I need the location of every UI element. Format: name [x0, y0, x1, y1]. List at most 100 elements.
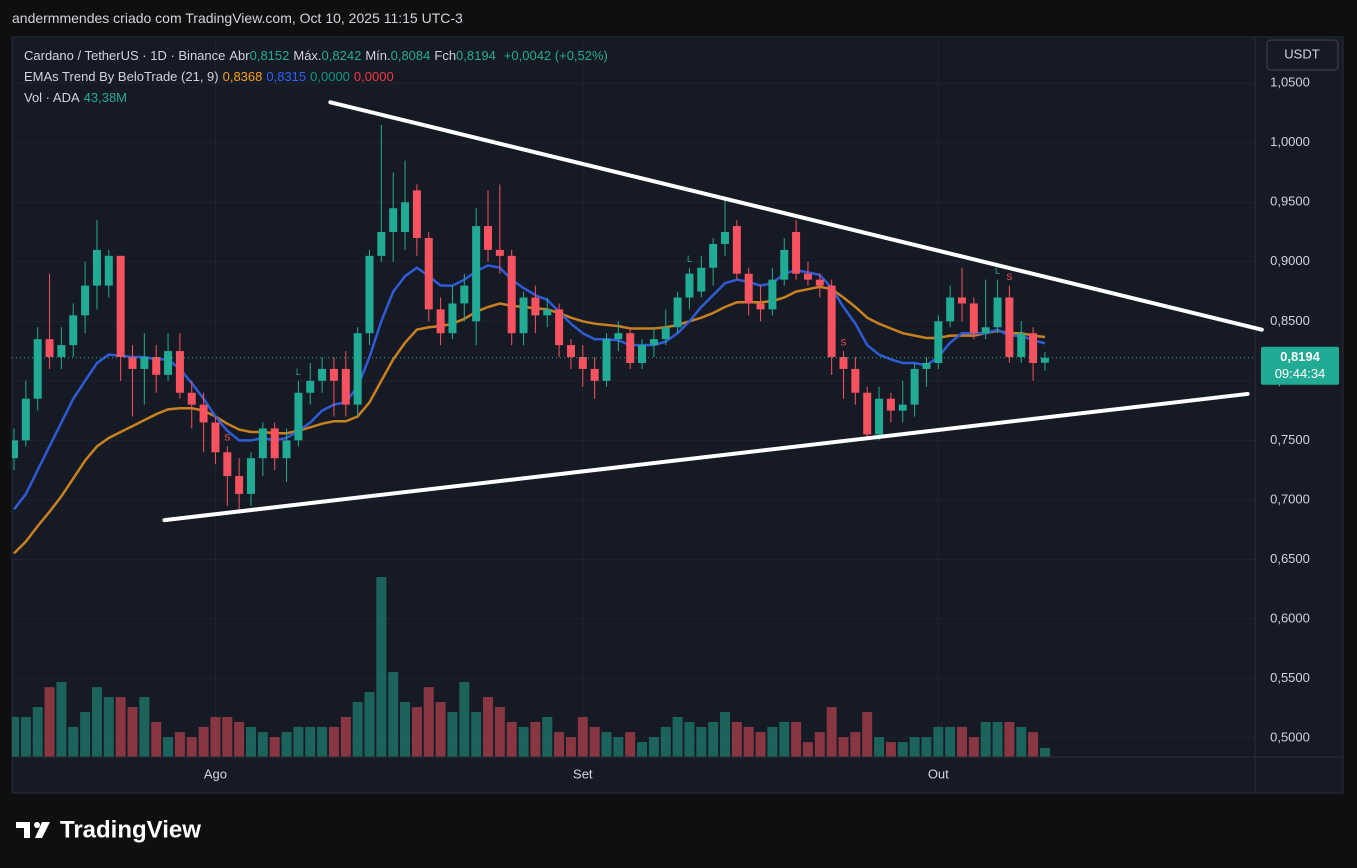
ema-line — [13, 264, 1046, 511]
candle-body — [946, 297, 955, 322]
candle-body — [507, 255, 516, 334]
volume-bar — [257, 732, 268, 757]
ohlc-value: 0,8194 — [456, 48, 496, 63]
candle-body — [247, 458, 255, 494]
ohlc-key: Fch — [434, 48, 457, 63]
y-tick-label: 0,5000 — [1270, 729, 1310, 744]
signal-label: L — [687, 254, 692, 264]
volume-bar — [494, 707, 505, 757]
volume-bar — [933, 726, 944, 757]
candle-body — [1040, 357, 1049, 363]
candle-body — [673, 297, 682, 328]
candle-body — [318, 368, 327, 381]
volume-bar — [601, 732, 612, 757]
candle-body — [69, 315, 78, 346]
candle-body — [140, 357, 149, 369]
volume-bar — [613, 737, 624, 757]
volume-bar — [968, 737, 979, 757]
volume-bar — [814, 732, 825, 757]
volume-bar — [269, 737, 280, 757]
candle-body — [12, 440, 18, 459]
volume-bar — [980, 721, 991, 757]
volume-bar — [554, 732, 565, 757]
volume-bar — [198, 726, 209, 757]
volume-bar — [281, 732, 292, 757]
candle-body — [590, 368, 599, 381]
ohlc-value: 0,8152 — [249, 48, 290, 63]
candle-body — [164, 351, 173, 375]
candle-body — [436, 309, 445, 334]
candle-body — [341, 368, 350, 405]
candle-body — [649, 339, 658, 346]
candle-body — [223, 452, 232, 477]
candle-body — [555, 309, 564, 346]
x-tick-label: Set — [573, 766, 593, 781]
indicator-value: 0,0000 — [310, 69, 350, 84]
candle-body — [839, 357, 848, 369]
volume-bar — [222, 716, 233, 757]
candle-body — [92, 249, 101, 286]
volume-bar — [1016, 726, 1027, 757]
volume-bar — [328, 726, 339, 757]
candle-body — [827, 285, 836, 358]
volume-bar — [1004, 721, 1015, 757]
indicator-value: 0,0000 — [353, 69, 394, 84]
candle-body — [484, 226, 492, 250]
indicator-name: EMAs Trend By BeloTrade (21, 9) — [24, 69, 219, 84]
currency-button[interactable] — [1266, 39, 1339, 71]
volume-bar — [720, 712, 730, 757]
candle-body — [21, 398, 30, 441]
candle-body — [922, 362, 931, 369]
volume-bar — [364, 692, 375, 757]
signal-label: S — [1006, 272, 1012, 282]
ema-line — [13, 285, 1046, 555]
volume-bar — [708, 721, 719, 757]
volume-bar — [234, 721, 245, 757]
volume-bar — [1039, 748, 1050, 757]
candle-body — [377, 232, 386, 256]
indicator-value: 0,8368 — [222, 69, 263, 84]
candle-body — [306, 380, 315, 393]
candle-body — [365, 255, 374, 334]
legend-symbol-row: Cardano / TetherUS · 1D · Binance Abr0,81… — [24, 45, 612, 66]
candle-body — [578, 357, 587, 369]
candle-body — [401, 202, 410, 233]
candle-body — [875, 398, 884, 435]
volume-bar — [672, 716, 683, 757]
candle-body — [519, 297, 528, 334]
volume-bar — [352, 702, 363, 757]
volume-bar — [838, 737, 849, 757]
candle-body — [270, 428, 279, 459]
volume-bar — [826, 707, 837, 757]
volume-bar — [862, 712, 873, 757]
y-tick-label: 0,9500 — [1270, 194, 1310, 209]
indicator-value: 0,8315 — [266, 69, 307, 84]
candle-body — [531, 297, 540, 316]
candle-body — [709, 243, 718, 268]
volume-bar — [80, 712, 91, 757]
candle-body — [235, 476, 244, 494]
volume-bar — [1028, 732, 1039, 757]
volume-bar — [850, 732, 861, 757]
candle-body — [1017, 333, 1026, 358]
countdown-label: 09:44:34 — [1275, 366, 1326, 381]
volume-bar — [151, 721, 162, 757]
candle-body — [721, 232, 729, 244]
candle-body — [199, 404, 208, 423]
candle-body — [495, 249, 504, 256]
volume-bar — [293, 726, 304, 757]
candle-body — [104, 255, 113, 286]
y-tick-label: 0,6000 — [1270, 610, 1310, 625]
candle-body — [81, 285, 90, 316]
candle-body — [934, 321, 943, 363]
caption: andermmendes criado com TradingView.com,… — [12, 10, 463, 26]
signal-label: S — [840, 337, 846, 347]
ohlc: Abr0,8152 Máx.0,8242 Mín.0,8084 Fch0,8194 — [229, 48, 499, 63]
volume-bar — [210, 716, 221, 757]
volume-bar — [186, 737, 197, 757]
volume-bar — [779, 721, 790, 757]
volume-bar — [32, 707, 43, 757]
y-tick-label: 0,8500 — [1270, 313, 1310, 328]
candle-body — [898, 404, 907, 411]
ohlc-value: 0,8242 — [321, 48, 362, 63]
